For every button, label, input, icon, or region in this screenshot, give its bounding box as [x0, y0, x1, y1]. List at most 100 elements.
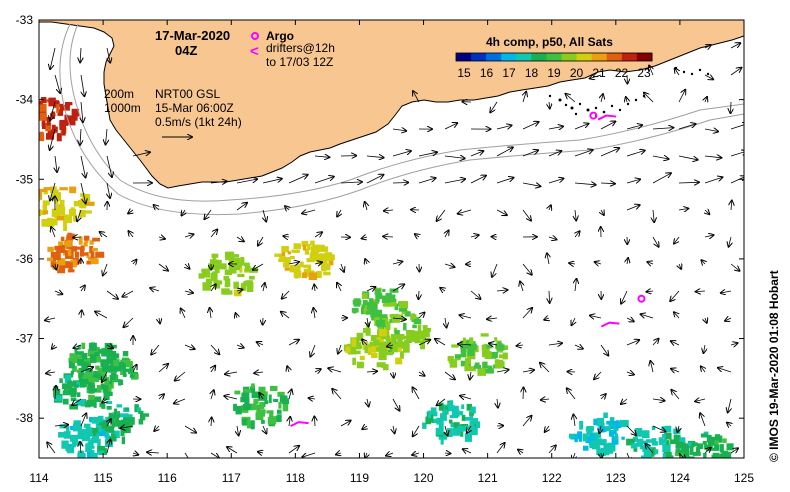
current-arrow [314, 285, 315, 292]
current-arrow [730, 176, 744, 184]
current-vectors [45, 43, 744, 458]
colorbar-tick-label: 17 [502, 66, 516, 80]
current-arrow [288, 446, 299, 454]
current-arrow [336, 453, 341, 455]
isobath-200m [69, 23, 744, 202]
drifter-track [290, 421, 309, 428]
current-arrow [548, 445, 556, 454]
lon-label: 116 [158, 471, 177, 485]
current-arrow [599, 425, 601, 433]
colorbar-segment [531, 53, 547, 61]
current-arrow [175, 371, 186, 381]
current-arrow [601, 453, 602, 458]
current-arrow [522, 416, 532, 427]
current-arrow [309, 398, 316, 399]
current-arrow [545, 425, 549, 432]
current-arrow [386, 453, 394, 456]
current-arrow [548, 126, 563, 129]
current-arrow [653, 209, 654, 222]
current-arrow [490, 101, 498, 112]
colorbar-tick-label: 22 [615, 66, 629, 80]
current-arrow [259, 393, 263, 400]
current-arrow [106, 345, 113, 348]
current-arrow [289, 417, 290, 427]
current-arrow [489, 343, 498, 345]
current-arrow [50, 182, 56, 200]
current-arrow [730, 43, 740, 49]
current-arrow [184, 452, 189, 458]
current-arrow [413, 425, 420, 436]
lon-label: 123 [606, 471, 626, 485]
current-arrow [288, 262, 299, 264]
current-arrow [283, 236, 290, 237]
current-arrow [281, 312, 290, 319]
current-arrow [337, 209, 341, 217]
current-arrow [470, 151, 483, 157]
current-arrow [549, 101, 550, 108]
current-arrow [288, 175, 308, 184]
archipelago-islands [548, 66, 710, 118]
current-arrow [626, 205, 640, 211]
current-arrow [392, 151, 411, 157]
current-arrow [496, 147, 513, 157]
current-arrow [470, 235, 479, 237]
current-arrow [365, 202, 367, 211]
sst-patch [274, 240, 335, 280]
current-arrow [54, 291, 62, 294]
current-arrow [574, 124, 589, 130]
current-arrow [704, 344, 706, 353]
sst-patch [569, 412, 629, 457]
current-arrow [102, 371, 108, 382]
current-arrow [81, 286, 85, 292]
argo-layer [290, 111, 646, 428]
current-arrow [122, 290, 134, 297]
colorbar-tick-label: 23 [637, 66, 651, 80]
current-arrow [328, 368, 342, 372]
current-arrow [728, 398, 731, 412]
current-arrow [181, 309, 185, 319]
lat-label: -33 [16, 13, 34, 27]
current-arrow [704, 129, 718, 132]
current-arrow [72, 398, 82, 405]
current-arrow [366, 175, 383, 184]
axes: 114 115 116 117 118 119 120 121 122 123 124 125 -33 -… [16, 13, 755, 485]
current-arrow [705, 97, 707, 102]
current-arrow [458, 210, 472, 214]
current-arrow [314, 156, 329, 157]
current-arrow [107, 182, 110, 198]
current-arrow [50, 128, 56, 150]
current-arrow [413, 387, 420, 400]
current-arrow [548, 237, 557, 240]
current-arrow [547, 253, 549, 265]
current-arrow [384, 210, 394, 211]
current-arrow [549, 290, 550, 303]
current-arrow [365, 259, 367, 264]
current-arrow [601, 394, 606, 399]
current-arrow [45, 318, 56, 320]
current-arrow [341, 263, 344, 272]
current-arrow [652, 399, 665, 401]
sst-patch [47, 232, 105, 274]
current-arrow [80, 413, 86, 427]
current-arrow [367, 317, 369, 326]
lat-label: -36 [16, 252, 34, 266]
current-arrow [470, 371, 471, 379]
current-arrow [674, 236, 679, 244]
current-arrow [128, 231, 133, 238]
current-arrow [522, 150, 538, 157]
current-arrow [392, 284, 404, 292]
current-arrow [285, 206, 289, 210]
current-arrow [574, 345, 583, 349]
current-arrow [445, 231, 449, 238]
current-arrow [463, 449, 472, 453]
current-arrow [80, 155, 86, 177]
current-arrow [678, 425, 680, 432]
current-arrow [236, 179, 257, 184]
current-arrow [730, 68, 741, 76]
current-arrow [496, 209, 507, 215]
current-arrow [51, 227, 55, 238]
current-arrow [704, 45, 711, 48]
current-arrow [567, 388, 576, 400]
current-arrow [182, 210, 186, 216]
